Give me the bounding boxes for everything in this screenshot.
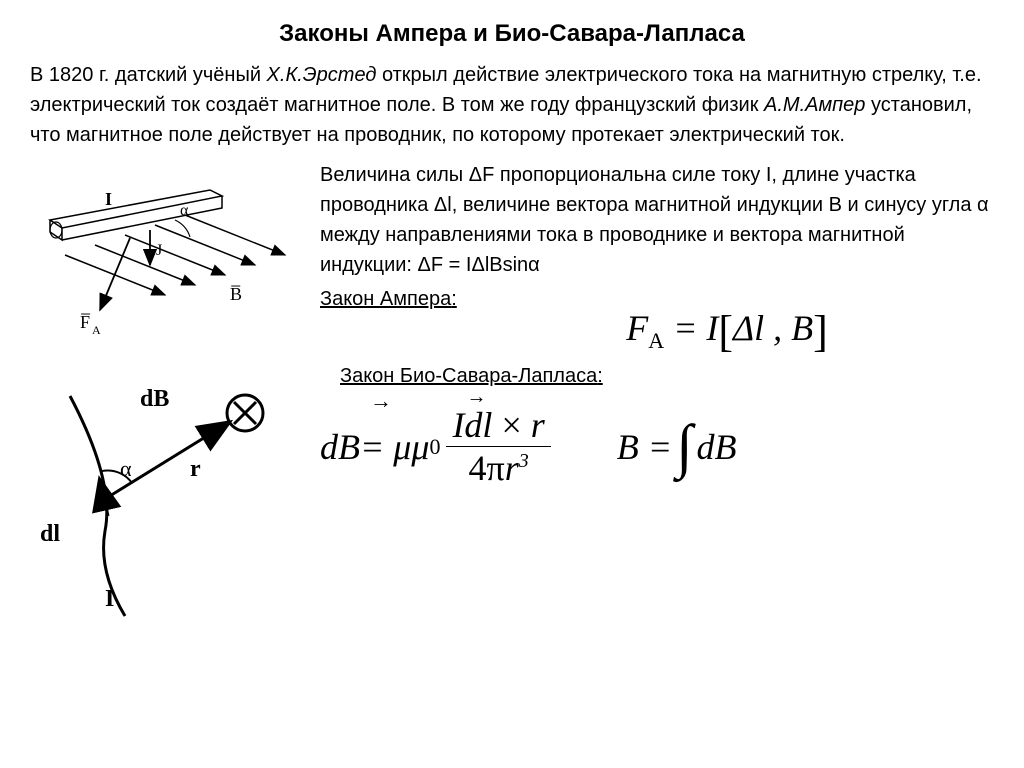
integral-formula: B = ∫dB [617, 412, 737, 481]
intro-paragraph: В 1820 г. датский учёный Х.К.Эрстед откр… [30, 60, 994, 150]
svg-text:α: α [180, 202, 189, 219]
scientist-oersted: Х.К.Эрстед [267, 64, 377, 86]
svg-text:dB: dB [140, 386, 169, 412]
biot-savart-law-label: Закон Био-Савара-Лапласа: [340, 365, 994, 388]
ampere-force-diagram: I α J F̅ A B̅ [30, 160, 310, 366]
svg-text:A: A [92, 323, 101, 337]
svg-text:I: I [105, 586, 114, 612]
svg-text:I: I [105, 189, 112, 209]
svg-text:J: J [156, 242, 162, 259]
svg-text:F̅: F̅ [80, 312, 91, 332]
svg-text:r: r [190, 456, 201, 482]
svg-text:α: α [120, 456, 132, 481]
page-title: Законы Ампера и Био-Савара-Лапласа [30, 20, 994, 48]
scientist-ampere: А.М.Ампер [764, 94, 865, 116]
force-description: Величина силы ΔF пропорциональна силе то… [320, 160, 994, 280]
biot-savart-diagram: I dl r α dB [30, 381, 310, 627]
intro-prefix: В 1820 г. датский учёный [30, 64, 267, 86]
svg-text:B̅: B̅ [230, 284, 242, 304]
ampere-formula: FA = I[Δl , B] [460, 306, 994, 357]
biot-savart-formula: dB = μμ0 Idl × r 4πr3 B = ∫dB [320, 404, 994, 489]
svg-text:dl: dl [40, 521, 60, 547]
